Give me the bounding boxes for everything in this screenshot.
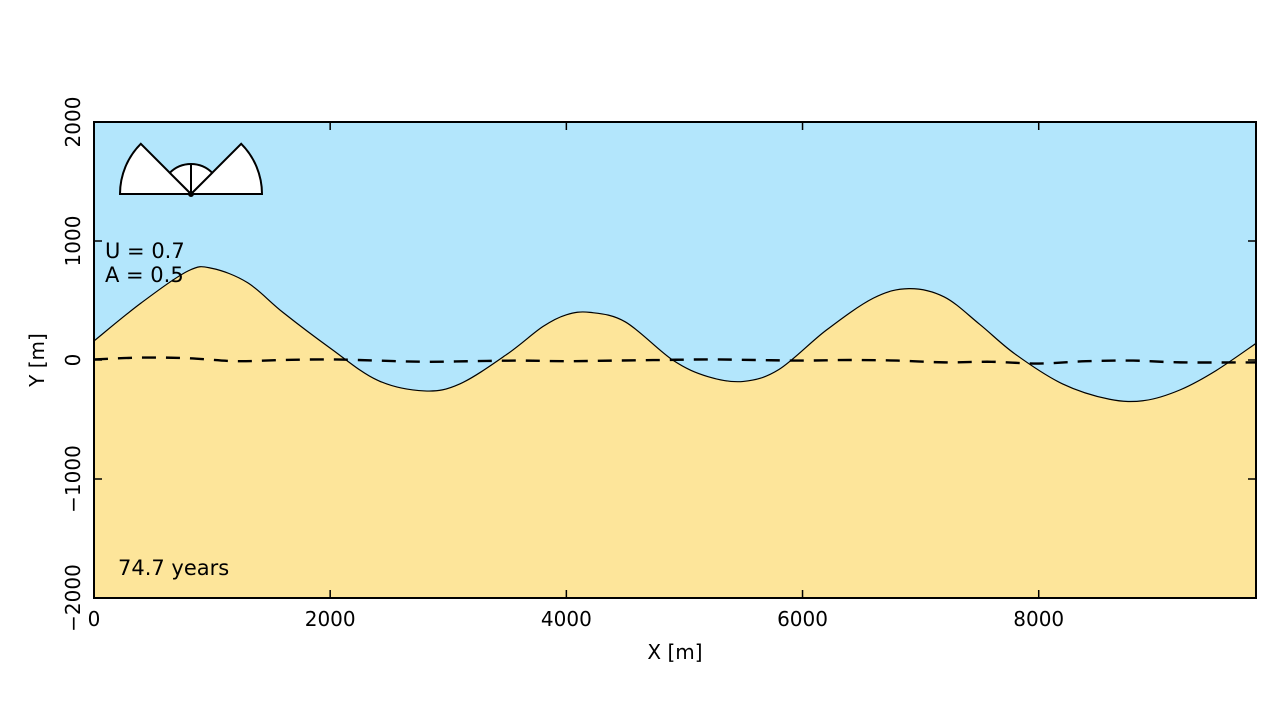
y-tick-label: −2000 [61, 564, 85, 632]
elapsed-time-annotation: 74.7 years [118, 556, 229, 580]
axis-ticks: 0 2000 4000 6000 8000 2000 1000 0 −1000 −2000 [61, 97, 1256, 632]
x-tick-label: 2000 [305, 607, 356, 631]
land-area [94, 266, 1256, 598]
x-tick-label: 8000 [1013, 607, 1064, 631]
y-tick-label: −1000 [61, 445, 85, 513]
a-annotation: A = 0.5 [105, 263, 184, 287]
y-tick-label: 1000 [61, 216, 85, 267]
y-tick-label: 0 [61, 354, 85, 367]
wave-angle-distribution-icon [118, 142, 264, 197]
initial-shoreline-line [94, 356, 1256, 365]
y-axis-label: Y [m] [25, 333, 49, 388]
x-axis-label: X [m] [647, 640, 702, 664]
y-tick-label: 2000 [61, 97, 85, 148]
u-annotation: U = 0.7 [105, 239, 185, 263]
plot-frame [93, 121, 1257, 599]
x-tick-label: 4000 [541, 607, 592, 631]
x-tick-label: 0 [88, 607, 101, 631]
x-tick-label: 6000 [777, 607, 828, 631]
